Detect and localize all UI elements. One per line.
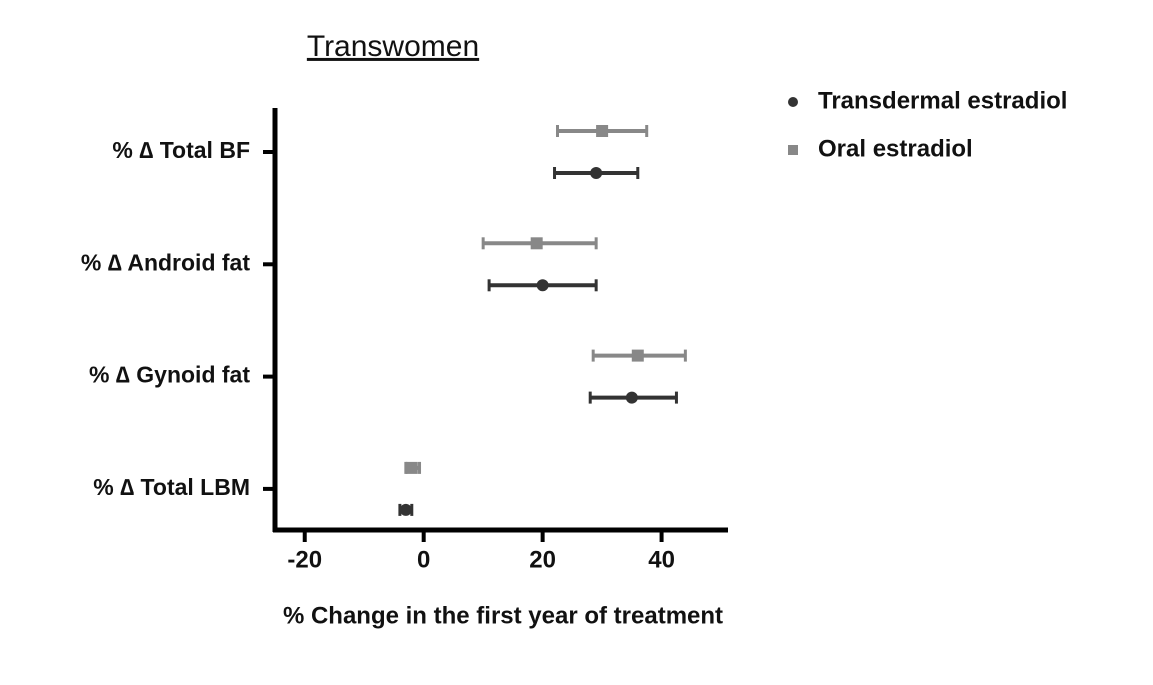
x-tick-label: 20 xyxy=(529,546,556,573)
legend-label: Transdermal estradiol xyxy=(818,87,1067,114)
x-tick-label: 40 xyxy=(648,546,675,573)
y-tick-label: % ∆ Android fat xyxy=(81,249,250,275)
point xyxy=(631,349,644,362)
y-tick-label: % ∆ Gynoid fat xyxy=(89,362,250,388)
y-tick-label: % ∆ Total BF xyxy=(112,137,250,163)
x-tick-label: -20 xyxy=(287,546,322,573)
chart-title: Transwomen xyxy=(307,30,479,63)
y-tick-label: % ∆ Total LBM xyxy=(93,474,250,500)
point xyxy=(625,391,638,404)
x-axis-label: % Change in the first year of treatment xyxy=(283,602,723,629)
point xyxy=(536,279,549,292)
point xyxy=(590,167,603,179)
point xyxy=(530,237,543,250)
point xyxy=(399,503,412,516)
point xyxy=(405,461,418,474)
legend-marker xyxy=(788,97,798,107)
legend-label: Oral estradiol xyxy=(818,135,973,162)
x-tick-label: 0 xyxy=(417,546,430,573)
point xyxy=(596,125,609,137)
legend-marker xyxy=(788,145,798,155)
